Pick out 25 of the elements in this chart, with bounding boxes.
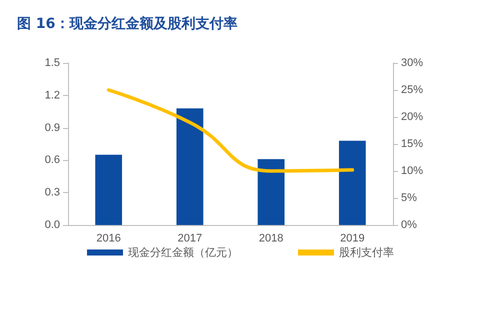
y-tick-label: 0.6 bbox=[44, 154, 60, 166]
y-tick-label: 1.5 bbox=[44, 57, 60, 69]
line-series bbox=[106, 88, 354, 173]
y2-tick-label: 5% bbox=[401, 192, 418, 204]
x-tick-label: 2016 bbox=[96, 232, 121, 244]
y2-tick-label: 15% bbox=[401, 138, 424, 150]
y-tick-label: 0.0 bbox=[44, 219, 60, 231]
x-tick-label: 2019 bbox=[340, 232, 365, 244]
y-tick-label: 0.9 bbox=[44, 122, 60, 134]
chart-title: 图 16：现金分红金额及股利支付率 bbox=[17, 15, 238, 32]
bar bbox=[95, 154, 122, 225]
y2-tick-label: 30% bbox=[401, 57, 424, 69]
bar bbox=[338, 140, 366, 225]
bar bbox=[176, 108, 204, 225]
legend-label: 现金分红金额（亿元） bbox=[128, 246, 238, 259]
y-tick-label: 0.3 bbox=[44, 186, 60, 199]
y2-tick-label: 0% bbox=[401, 219, 418, 231]
bar bbox=[258, 159, 285, 225]
x-tick-label: 2018 bbox=[258, 232, 284, 244]
x-tick-label: 2017 bbox=[178, 232, 202, 244]
y2-tick-label: 25% bbox=[401, 84, 424, 96]
y-tick-label: 1.2 bbox=[44, 89, 60, 102]
y2-tick-label: 10% bbox=[401, 165, 424, 177]
legend-label: 股利支付率 bbox=[339, 246, 394, 259]
y2-tick-label: 20% bbox=[401, 111, 424, 123]
